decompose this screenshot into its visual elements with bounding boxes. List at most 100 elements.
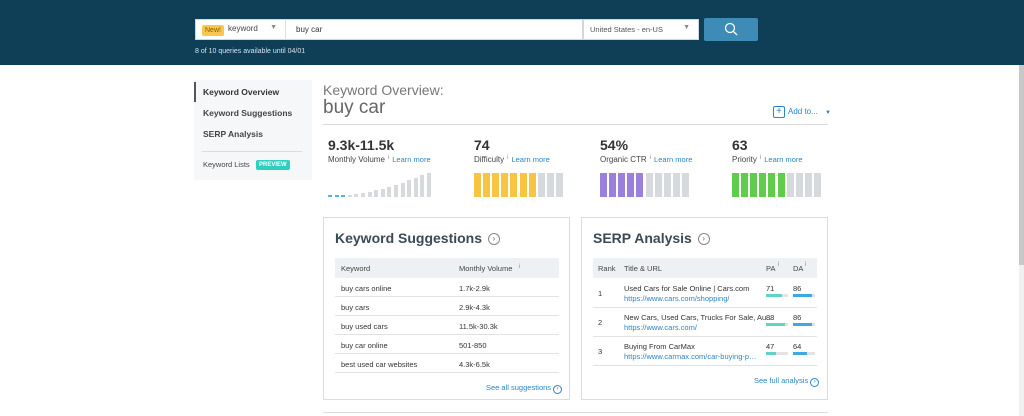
da-bar-fill <box>793 352 808 355</box>
difficulty-meter <box>474 173 566 197</box>
meter-segment <box>741 173 749 197</box>
volume-bar <box>341 195 346 197</box>
result-title: New Cars, Used Cars, Trucks For Sale, Au… <box>624 313 774 322</box>
add-to-list-button[interactable]: + Add to... ▼ <box>773 106 831 118</box>
column-header-keyword[interactable]: Keyword <box>341 264 371 273</box>
info-icon[interactable]: i <box>519 264 521 270</box>
table-row[interactable]: buy cars online 1.7k-2.9k <box>335 279 559 297</box>
see-full-analysis-link[interactable]: See full analysis › <box>754 376 820 387</box>
sidebar-item-keyword-overview[interactable]: Keyword Overview <box>194 82 312 102</box>
meter-segment <box>519 173 527 197</box>
arrow-right-circle-icon[interactable]: › <box>487 233 500 246</box>
table-header: Keyword Monthly Volume i <box>335 258 559 278</box>
scrollbar-thumb[interactable] <box>1019 65 1024 265</box>
meter-segment <box>492 173 500 197</box>
column-header-da[interactable]: DA <box>793 264 804 273</box>
info-icon[interactable]: i <box>759 155 762 161</box>
info-icon[interactable]: i <box>778 262 780 268</box>
learn-more-link[interactable]: Learn more <box>764 155 803 164</box>
info-icon[interactable]: i <box>649 155 652 161</box>
sidebar: Keyword Overview Keyword Suggestions SER… <box>194 80 312 180</box>
pa-value: 88 <box>766 313 775 322</box>
chevron-down-icon: ▼ <box>825 110 831 116</box>
meter-segment <box>777 173 785 197</box>
column-header-pa[interactable]: PA <box>766 264 776 273</box>
keyword-cell[interactable]: buy car online <box>341 341 388 350</box>
volume-cell: 1.7k-2.9k <box>459 284 490 293</box>
volume-cell: 2.9k-4.3k <box>459 303 490 312</box>
search-button[interactable] <box>704 18 758 41</box>
meter-segment <box>546 173 554 197</box>
search-mode-select[interactable]: New! keyword ▼ <box>195 19 286 40</box>
keyword-cell[interactable]: buy cars online <box>341 284 392 293</box>
metric-value: 9.3k-11.5k <box>328 137 395 153</box>
page-scrollbar[interactable] <box>1019 65 1024 416</box>
overview-keyword: buy car <box>323 97 386 118</box>
volume-bar <box>427 173 431 197</box>
table-row[interactable]: best used car websites 4.3k-6.5k <box>335 355 559 373</box>
volume-bar <box>387 187 392 197</box>
column-header-rank[interactable]: Rank <box>598 264 616 273</box>
info-icon[interactable]: i <box>387 155 390 161</box>
volume-bar <box>334 195 339 197</box>
volume-bar <box>420 175 425 197</box>
volume-bar <box>354 194 359 197</box>
table-row[interactable]: buy used cars 11.5k-30.3k <box>335 317 559 335</box>
meter-segment <box>510 173 518 197</box>
info-icon[interactable]: i <box>507 155 509 161</box>
learn-more-link[interactable]: Learn more <box>511 155 550 164</box>
search-input[interactable] <box>286 19 583 40</box>
volume-bar <box>413 178 418 197</box>
table-row[interactable]: buy cars 2.9k-4.3k <box>335 298 559 316</box>
meter-segment <box>663 173 671 197</box>
result-title: Used Cars for Sale Online | Cars.com <box>624 284 750 293</box>
organic-ctr-meter <box>600 173 692 197</box>
keyword-cell[interactable]: best used car websites <box>341 360 418 369</box>
da-value: 86 <box>793 284 802 293</box>
column-header-title-url[interactable]: Title & URL <box>624 264 663 273</box>
meter-segment <box>627 173 635 197</box>
new-badge: New! <box>202 25 224 36</box>
serp-row: 2 New Cars, Used Cars, Trucks For Sale, A… <box>593 308 817 337</box>
meter-segment <box>654 173 662 197</box>
metric-label: Priority <box>732 155 757 164</box>
column-header-monthly-volume[interactable]: Monthly Volume <box>459 264 513 273</box>
learn-more-link[interactable]: Learn more <box>654 155 693 164</box>
result-url-link[interactable]: https://www.cars.com/ <box>624 323 697 332</box>
keyword-cell[interactable]: buy cars <box>341 303 370 312</box>
meter-segment <box>618 173 626 197</box>
pa-bar-fill <box>766 352 777 355</box>
volume-cell: 501-850 <box>459 341 487 350</box>
meter-segment <box>555 173 563 197</box>
sidebar-item-keyword-lists[interactable]: Keyword Lists <box>203 160 250 169</box>
card-title: Keyword Suggestions <box>335 230 483 246</box>
volume-bar <box>347 195 352 197</box>
meter-segment <box>795 173 803 197</box>
search-icon <box>724 22 738 36</box>
da-value: 86 <box>793 313 802 322</box>
sidebar-item-serp-analysis[interactable]: SERP Analysis <box>203 129 264 139</box>
top-header: New! keyword ▼ United States - en-US ▼ 8… <box>0 0 1024 65</box>
sidebar-item-keyword-suggestions[interactable]: Keyword Suggestions <box>203 108 293 118</box>
result-url-link[interactable]: https://www.cars.com/shopping/ <box>624 294 730 303</box>
locale-select[interactable]: United States - en-US ▼ <box>583 19 699 40</box>
meter-segment <box>609 173 617 197</box>
result-url-link[interactable]: https://www.carmax.com/car-buying-proces… <box>624 352 758 361</box>
info-icon[interactable]: i <box>805 262 807 268</box>
rank-cell: 2 <box>598 318 603 327</box>
keyword-suggestions-card: Keyword Suggestions › Keyword Monthly Vo… <box>323 217 570 400</box>
serp-row: 1 Used Cars for Sale Online | Cars.com htt… <box>593 279 817 308</box>
meter-segment <box>732 173 739 197</box>
keyword-cell[interactable]: buy used cars <box>341 322 388 331</box>
table-row[interactable]: buy car online 501-850 <box>335 336 559 354</box>
arrow-right-circle-icon[interactable]: › <box>697 233 710 246</box>
see-all-suggestions-link[interactable]: See all suggestions › <box>486 383 563 394</box>
meter-segment <box>528 173 536 197</box>
da-bar <box>793 323 815 326</box>
pa-value: 71 <box>766 284 775 293</box>
rank-cell: 1 <box>598 289 603 298</box>
serp-row: 3 Buying From CarMax https://www.carmax.co… <box>593 337 817 366</box>
learn-more-link[interactable]: Learn more <box>392 155 431 164</box>
meter-segment <box>474 173 481 197</box>
chevron-down-icon: ▼ <box>270 24 277 31</box>
